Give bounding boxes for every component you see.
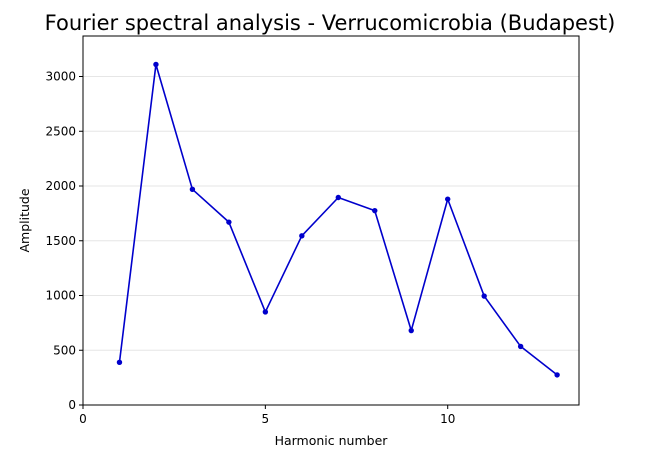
data-point-5 [262,309,269,315]
y-axis-label: Amplitude [17,188,32,252]
y-tick-label-1000: 1000 [45,289,76,303]
data-point-6 [299,233,305,239]
x-axis-label: Harmonic number [275,433,389,448]
chart-title: Fourier spectral analysis - Verrucomicro… [45,11,616,35]
data-point-13 [554,372,560,378]
y-tick-label-2000: 2000 [45,179,76,193]
data-point-4 [226,219,232,225]
y-axis-ticks: 0 500 1000 1500 2000 2500 3000 [45,70,83,412]
y-tick-label-0: 0 [68,398,76,412]
gridlines [83,76,579,406]
x-tick-label-0: 0 [79,412,87,426]
x-axis-ticks: 0 5 10 [79,405,455,426]
data-point-11 [481,293,487,299]
plot-frame [82,35,580,406]
y-tick-label-1500: 1500 [45,234,76,248]
y-tick-label-3000: 3000 [45,70,76,84]
data-point-1 [116,359,123,365]
data-point-3 [189,186,196,192]
series-layer [116,61,560,378]
data-point-7 [335,194,341,201]
data-point-12 [517,343,524,350]
y-tick-label-500: 500 [53,343,76,357]
x-tick-label-10: 10 [440,412,455,426]
data-point-10 [445,196,451,202]
y-tick-label-2500: 2500 [45,124,76,138]
data-point-8 [372,207,378,214]
data-point-2 [153,61,159,68]
data-point-9 [408,327,414,334]
x-tick-label-5: 5 [262,412,270,426]
series-line-0 [118,63,558,376]
